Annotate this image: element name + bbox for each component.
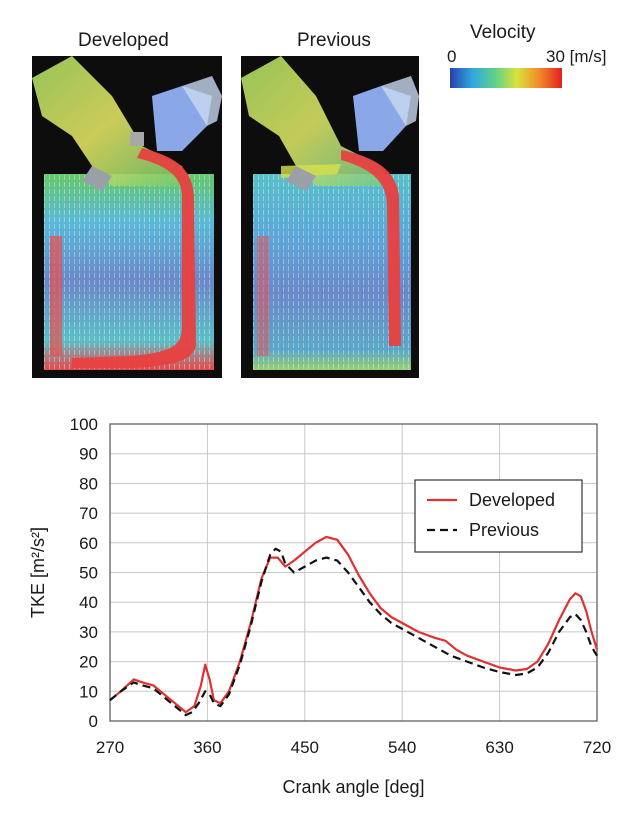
x-tick-label: 270 <box>96 738 124 757</box>
chart-grid <box>109 423 598 722</box>
y-tick-label: 30 <box>79 623 98 642</box>
y-tick-label: 0 <box>89 712 98 731</box>
y-tick-label: 20 <box>79 653 98 672</box>
series-line-developed <box>109 535 599 714</box>
colorbar-gradient <box>450 68 562 88</box>
flow-field-developed-svg <box>32 56 222 370</box>
panel-title-previous: Previous <box>297 30 371 51</box>
legend-label-previous: Previous <box>469 520 539 540</box>
legend-label-developed: Developed <box>469 490 555 510</box>
x-tick-label: 630 <box>485 738 513 757</box>
y-tick-label: 40 <box>79 593 98 612</box>
x-tick-label: 720 <box>583 738 611 757</box>
tke-chart: 0 10 20 30 40 50 60 70 80 90 100 270 360 450 540 630 72… <box>28 415 611 797</box>
chart-legend: Developed Previous <box>414 479 583 553</box>
y-axis-label: TKE [m²/s²] <box>28 527 48 618</box>
legend-box <box>414 479 583 553</box>
x-tick-label: 540 <box>388 738 416 757</box>
y-tick-label: 50 <box>79 564 98 583</box>
y-tick-label: 90 <box>79 445 98 464</box>
x-tick-labels: 270 360 450 540 630 720 <box>96 738 611 757</box>
plot-frame <box>109 423 598 722</box>
colorbar-min-label: 0 <box>447 47 457 66</box>
flow-field-previous-svg <box>241 56 419 370</box>
y-tick-label: 60 <box>79 534 98 553</box>
flow-field-image-developed <box>32 56 222 378</box>
series-lines <box>109 535 599 717</box>
x-tick-label: 450 <box>291 738 319 757</box>
x-tick-label: 360 <box>193 738 221 757</box>
y-tick-label: 70 <box>79 504 98 523</box>
flow-field-image-previous <box>241 56 419 378</box>
x-axis-label: Crank angle [deg] <box>282 777 424 797</box>
y-tick-label: 10 <box>79 682 98 701</box>
colorbar-max-label: 30 [m/s] <box>546 47 607 66</box>
panel-title-developed: Developed <box>78 30 169 51</box>
y-tick-label: 100 <box>70 415 98 434</box>
y-tick-label: 80 <box>79 474 98 493</box>
colorbar-title: Velocity <box>470 22 536 43</box>
y-tick-labels: 0 10 20 30 40 50 60 70 80 90 100 <box>70 415 98 731</box>
